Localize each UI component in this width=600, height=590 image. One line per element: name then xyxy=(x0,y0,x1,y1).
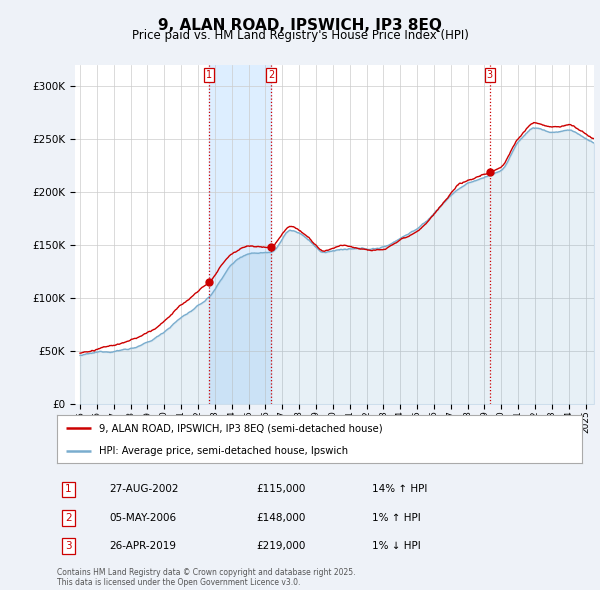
Text: 05-MAY-2006: 05-MAY-2006 xyxy=(110,513,176,523)
Text: 2: 2 xyxy=(65,513,72,523)
Text: 9, ALAN ROAD, IPSWICH, IP3 8EQ (semi-detached house): 9, ALAN ROAD, IPSWICH, IP3 8EQ (semi-det… xyxy=(99,423,383,433)
Text: 9, ALAN ROAD, IPSWICH, IP3 8EQ: 9, ALAN ROAD, IPSWICH, IP3 8EQ xyxy=(158,18,442,32)
Text: Contains HM Land Registry data © Crown copyright and database right 2025.
This d: Contains HM Land Registry data © Crown c… xyxy=(57,568,355,587)
Text: 1% ↓ HPI: 1% ↓ HPI xyxy=(372,541,421,551)
Text: 26-APR-2019: 26-APR-2019 xyxy=(110,541,176,551)
Text: 1% ↑ HPI: 1% ↑ HPI xyxy=(372,513,421,523)
Text: 1: 1 xyxy=(65,484,72,494)
Text: 27-AUG-2002: 27-AUG-2002 xyxy=(110,484,179,494)
Text: 14% ↑ HPI: 14% ↑ HPI xyxy=(372,484,427,494)
Text: HPI: Average price, semi-detached house, Ipswich: HPI: Average price, semi-detached house,… xyxy=(99,446,348,456)
Text: Price paid vs. HM Land Registry's House Price Index (HPI): Price paid vs. HM Land Registry's House … xyxy=(131,30,469,42)
Text: £115,000: £115,000 xyxy=(257,484,306,494)
Text: 1: 1 xyxy=(206,70,212,80)
Text: 2: 2 xyxy=(268,70,274,80)
Text: 3: 3 xyxy=(65,541,72,551)
Text: £219,000: £219,000 xyxy=(257,541,306,551)
Text: 3: 3 xyxy=(487,70,493,80)
Bar xyxy=(209,65,271,404)
Text: £148,000: £148,000 xyxy=(257,513,306,523)
